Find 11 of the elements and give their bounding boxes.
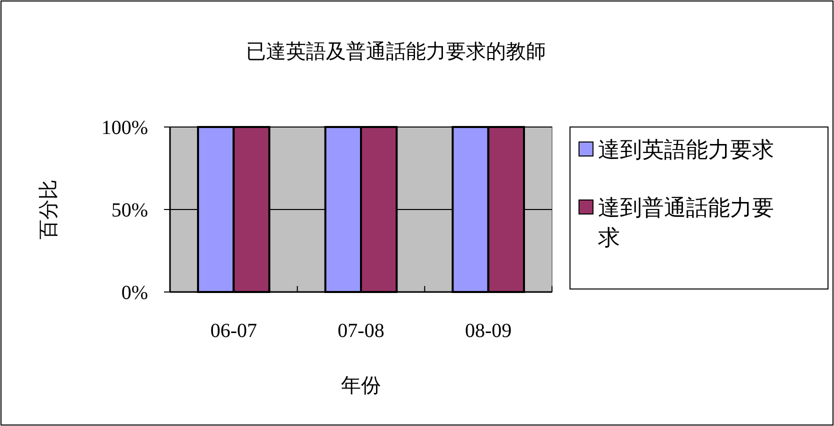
x-tick-label: 06-07 bbox=[210, 320, 258, 342]
y-tick-label: 0% bbox=[121, 282, 148, 304]
x-axis-title: 年份 bbox=[341, 375, 381, 397]
chart-title: 已達英語及普通話能力要求的教師 bbox=[246, 40, 546, 63]
y-tick-label: 100% bbox=[101, 117, 148, 139]
x-tick-label: 07-08 bbox=[338, 320, 384, 342]
y-axis-title: 百分比 bbox=[38, 180, 60, 240]
legend-label: 達到普通話能力要求 bbox=[598, 195, 774, 250]
x-tick-label: 08-09 bbox=[464, 320, 512, 342]
y-tick-label: 50% bbox=[111, 200, 148, 222]
legend-label: 達到英語能力要求 bbox=[598, 137, 774, 162]
